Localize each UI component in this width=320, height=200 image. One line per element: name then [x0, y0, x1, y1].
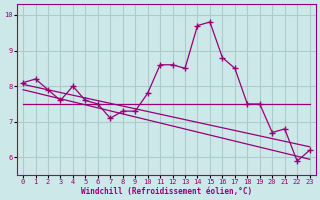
- X-axis label: Windchill (Refroidissement éolien,°C): Windchill (Refroidissement éolien,°C): [81, 187, 252, 196]
